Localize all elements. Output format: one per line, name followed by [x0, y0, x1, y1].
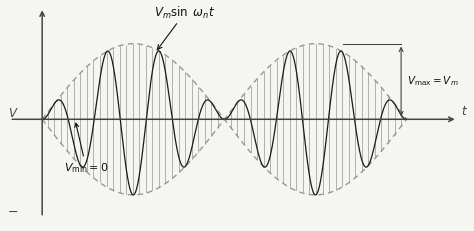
Text: $V_m \sin\ \omega_n t$: $V_m \sin\ \omega_n t$	[154, 5, 215, 49]
Text: $V_{\mathrm{min}} = 0$: $V_{\mathrm{min}} = 0$	[64, 123, 109, 175]
Text: $t$: $t$	[461, 105, 468, 118]
Text: $-$: $-$	[8, 205, 18, 218]
Text: $V$: $V$	[8, 107, 18, 120]
Text: $V_{\mathrm{max}} = V_m$: $V_{\mathrm{max}} = V_m$	[407, 75, 458, 88]
